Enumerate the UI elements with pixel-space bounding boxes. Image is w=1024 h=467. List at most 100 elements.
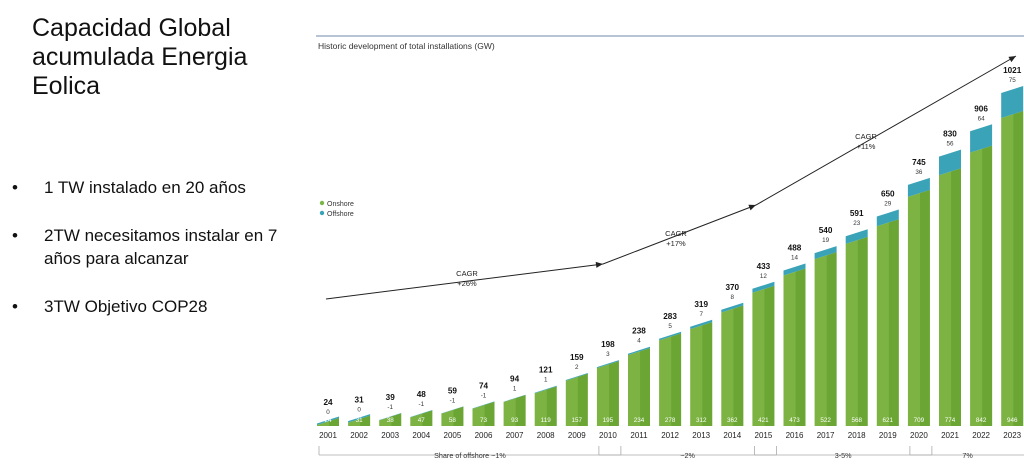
onshore-value-label: 58 — [449, 417, 457, 424]
onshore-bar-shade — [888, 219, 899, 426]
onshore-bar-shade — [484, 401, 495, 426]
cagr-trend: CAGR+26%CAGR+17%CAGR+11% — [325, 55, 1017, 300]
offshore-bar — [596, 360, 619, 369]
offshore-value-label: 1 — [544, 377, 548, 384]
onshore-value-label: 278 — [665, 417, 676, 424]
group-label: 7% — [962, 451, 973, 460]
bullet-item: • 2TW necesitamos instalar en 7 años para… — [12, 224, 292, 270]
offshore-bar — [472, 401, 495, 409]
year-tick-label: 2021 — [941, 431, 959, 440]
bars: 240243103138-13947-14858-15973-174931941… — [317, 66, 1024, 427]
total-value-label: 74 — [479, 381, 489, 390]
onshore-value-label: 157 — [572, 417, 583, 424]
chart-title: Historic development of total installati… — [318, 41, 495, 51]
onshore-value-label: 234 — [634, 417, 645, 424]
onshore-value-label: 93 — [511, 417, 519, 424]
total-value-label: 319 — [694, 300, 708, 309]
onshore-bar-shade — [577, 373, 588, 426]
onshore-value-label: 47 — [418, 417, 426, 424]
year-tick-label: 2002 — [350, 431, 368, 440]
offshore-bar — [721, 302, 744, 313]
onshore-value-label: 946 — [1007, 417, 1018, 424]
bullet-dot-icon: • — [12, 226, 18, 245]
cagr-label: CAGR — [456, 269, 478, 278]
bullet-item: • 3TW Objetivo COP28 — [12, 295, 292, 318]
year-tick-label: 2023 — [1003, 431, 1021, 440]
offshore-value-label: -1 — [450, 397, 456, 404]
offshore-value-label: 19 — [822, 237, 830, 244]
year-tick-label: 2010 — [599, 431, 617, 440]
year-tick-label: 2012 — [661, 431, 679, 440]
cagr-trend-line — [325, 55, 1017, 300]
total-value-label: 94 — [510, 375, 520, 384]
onshore-value-label: 195 — [603, 417, 614, 424]
offshore-bar — [970, 124, 993, 153]
onshore-bar-shade — [422, 410, 433, 426]
total-value-label: 159 — [570, 353, 584, 362]
onshore-value-label: 362 — [727, 417, 738, 424]
x-axis: 2001 2002 2003 2004 2005 2006 2007 2008 2009 2010… — [319, 431, 1022, 440]
cagr-value-label: +26% — [457, 279, 477, 288]
onshore-bar-shade — [920, 189, 930, 426]
total-value-label: 830 — [943, 130, 957, 139]
offshore-value-label: 36 — [915, 169, 923, 176]
year-tick-label: 2001 — [319, 431, 337, 440]
offshore-bar — [317, 416, 339, 426]
offshore-bar — [348, 414, 371, 423]
trend-arrowhead-icon — [595, 261, 603, 268]
total-value-label: 31 — [355, 396, 365, 405]
total-value-label: 540 — [819, 226, 833, 235]
offshore-value-label: -1 — [418, 401, 424, 408]
slide-title: Capacidad Global acumulada Energia Eolic… — [32, 14, 248, 100]
offshore-bar — [565, 373, 588, 381]
year-tick-label: 2017 — [817, 431, 835, 440]
offshore-value-label: 3 — [606, 351, 610, 358]
onshore-bar-shade — [857, 236, 868, 426]
onshore-bar-shade — [671, 333, 682, 426]
cagr-value-label: +11% — [857, 142, 876, 151]
offshore-value-label: 0 — [357, 407, 361, 414]
total-value-label: 650 — [881, 190, 895, 199]
offshore-bar — [379, 413, 402, 421]
onshore-bar-shade — [1013, 110, 1024, 426]
onshore-bar-shade — [764, 285, 775, 426]
offshore-value-label: 0 — [326, 409, 330, 416]
total-value-label: 906 — [974, 104, 988, 113]
offshore-bar — [441, 406, 464, 414]
year-tick-label: 2005 — [444, 431, 462, 440]
total-value-label: 591 — [850, 209, 864, 218]
total-value-label: 24 — [323, 398, 333, 407]
year-tick-label: 2004 — [412, 431, 430, 440]
onshore-bar-shade — [329, 418, 339, 426]
offshore-bar — [503, 394, 526, 403]
cagr-value-label: +17% — [666, 239, 686, 248]
total-value-label: 48 — [417, 390, 427, 399]
offshore-bar — [907, 177, 930, 197]
onshore-value-label: 24 — [324, 417, 332, 424]
year-tick-label: 2018 — [848, 431, 866, 440]
onshore-value-label: 709 — [914, 417, 925, 424]
offshore-bar — [628, 346, 650, 356]
onshore-bar-shade — [733, 305, 744, 426]
year-tick-label: 2019 — [879, 431, 897, 440]
offshore-bar — [659, 331, 682, 341]
year-tick-label: 2020 — [910, 431, 928, 440]
bullet-dot-icon: • — [12, 178, 18, 197]
year-tick-label: 2008 — [537, 431, 555, 440]
bullet-text: 1 TW instalado en 20 años — [44, 178, 246, 197]
offshore-value-label: -1 — [387, 404, 393, 411]
share-groups: Share of offshore ~1% ~2% 3-5% 7% — [318, 446, 1024, 460]
offshore-value-label: -1 — [481, 392, 487, 399]
onshore-value-label: 421 — [758, 417, 769, 424]
offshore-value-label: 4 — [637, 338, 641, 345]
offshore-value-label: 29 — [884, 201, 892, 208]
trend-arrowhead-icon — [748, 204, 756, 211]
onshore-bar-shade — [826, 252, 837, 426]
year-tick-label: 2015 — [755, 431, 773, 440]
offshore-value-label: 5 — [668, 323, 672, 330]
offshore-value-label: 1 — [513, 386, 517, 393]
onshore-value-label: 473 — [789, 417, 800, 424]
onshore-bar-shade — [951, 168, 961, 427]
onshore-bar-shade — [453, 406, 464, 426]
